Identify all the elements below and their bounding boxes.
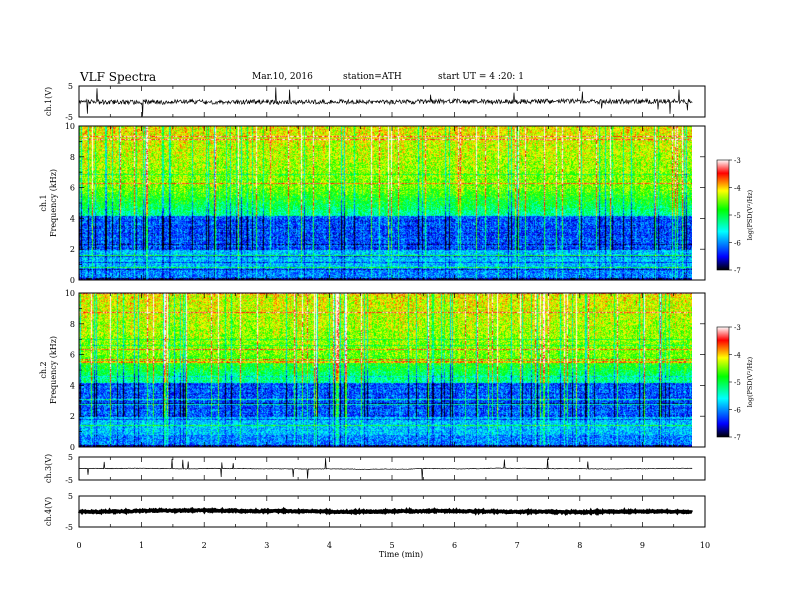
- ch1-spectrogram-ylabel: ch.1: [39, 194, 48, 211]
- ch1-trace: [78, 87, 693, 117]
- ch2-spectrogram-ylabel: ch.2: [39, 361, 48, 378]
- ch1-spectrogram-colorbar-label: log(PSD(V²/Hz): [746, 189, 754, 240]
- ch4-waveform-ytick-label: 5: [68, 492, 73, 501]
- ch1-spectrogram-colorbar-tick-label: -4: [734, 185, 741, 193]
- x-tick-label: 9: [640, 541, 645, 550]
- x-tick-label: 2: [202, 541, 207, 550]
- ch2-spectrogram-colorbar-tick-label: -4: [734, 352, 741, 360]
- ch1-spectrogram-ytick-label: 4: [70, 214, 75, 223]
- ch2-spectrogram-ytick-label: 2: [70, 412, 75, 421]
- ch2-spectrogram-raster: [79, 293, 692, 447]
- ch2-spectrogram-colorbar-tick-label: -7: [734, 434, 741, 442]
- ch4-waveform-ytick-label: -5: [65, 523, 73, 532]
- ch2-spectrogram-ylabel: Frequency (kHz): [49, 336, 58, 404]
- x-tick-label: 0: [76, 541, 81, 550]
- ch1-spectrogram-colorbar-tick-label: -5: [734, 212, 741, 220]
- ch2-spectrogram-colorbar-tick-label: -3: [734, 324, 741, 332]
- ch2-spectrogram-ytick-label: 4: [70, 381, 75, 390]
- ch1-spectrogram-colorbar: [716, 159, 730, 271]
- ch4-waveform-ylabel: ch.4(V): [44, 497, 53, 526]
- x-tick-label: 4: [327, 541, 332, 550]
- start-time-label: start UT = 4 :20: 1: [438, 72, 524, 82]
- ch1-waveform-ytick-label: 5: [68, 82, 73, 91]
- ch1-spectrogram-colorbar-tick-label: -7: [734, 267, 741, 275]
- x-tick-label: 6: [452, 541, 457, 550]
- ch1-spectrogram-colorbar-tick-label: -6: [734, 240, 741, 248]
- station-label: station=ATH: [343, 72, 402, 82]
- ch2-spectrogram-ytick-label: 0: [70, 443, 75, 452]
- ch1-spectrogram-raster: [79, 126, 692, 280]
- ch4-trace: [77, 506, 693, 517]
- x-tick-label: 5: [389, 541, 394, 550]
- ch2-spectrogram-ytick-label: 10: [65, 289, 75, 298]
- ch1-waveform-ytick-label: -5: [65, 113, 73, 122]
- x-tick-label: 7: [515, 541, 520, 550]
- x-axis-label: Time (min): [379, 550, 423, 559]
- ch2-spectrogram-ytick-label: 6: [70, 351, 75, 360]
- ch3-waveform-ytick-label: -5: [65, 476, 73, 485]
- ch3-trace: [78, 458, 693, 480]
- ch1-spectrogram-colorbar-tick-label: -3: [734, 157, 741, 165]
- ch3-waveform-ytick-label: 5: [68, 453, 73, 462]
- ch1-spectrogram-ytick-label: 10: [65, 122, 75, 131]
- ch1-spectrogram-ytick-label: 8: [70, 153, 75, 162]
- figure-title: VLF Spectra: [80, 70, 157, 84]
- x-tick-label: 10: [700, 541, 710, 550]
- x-tick-label: 3: [264, 541, 269, 550]
- ch2-spectrogram-colorbar-label: log(PSD(V²/Hz): [746, 356, 754, 407]
- ch2-spectrogram-colorbar: [716, 326, 730, 438]
- ch1-spectrogram-ytick-label: 6: [70, 184, 75, 193]
- ch1-waveform-ylabel: ch.1(V): [44, 87, 53, 116]
- ch1-spectrogram-ytick-label: 0: [70, 276, 75, 285]
- x-tick-label: 1: [139, 541, 144, 550]
- ch3-waveform-ylabel: ch.3(V): [44, 454, 53, 483]
- ch2-spectrogram-colorbar-tick-label: -6: [734, 407, 741, 415]
- ch1-spectrogram-ytick-label: 2: [70, 245, 75, 254]
- ch1-spectrogram-ylabel: Frequency (kHz): [49, 169, 58, 237]
- x-tick-label: 8: [577, 541, 582, 550]
- date-label: Mar.10, 2016: [252, 72, 313, 82]
- ch2-spectrogram-colorbar-tick-label: -5: [734, 379, 741, 387]
- ch2-spectrogram-ytick-label: 8: [70, 320, 75, 329]
